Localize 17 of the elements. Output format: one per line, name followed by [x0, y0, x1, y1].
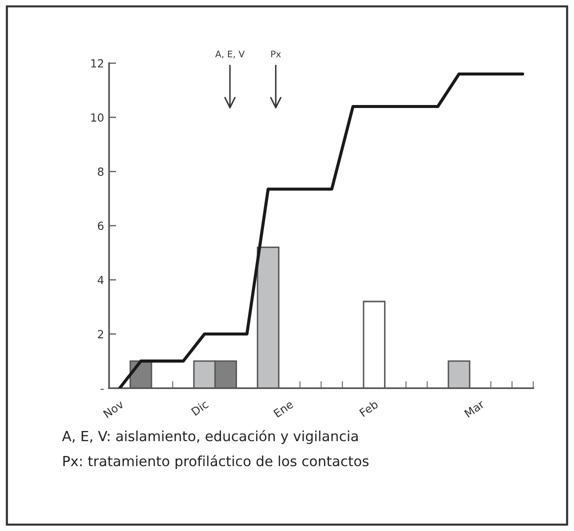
y-tick-label: 2 [98, 330, 104, 338]
text: Px [271, 50, 281, 58]
text: A, E, V [215, 50, 245, 58]
text: A, E, V: aislamiento, educación y vigilancia [62, 430, 358, 444]
y-tick-label: 4 [98, 276, 104, 284]
y-tick-label: 8 [98, 167, 104, 176]
text: Px: tratamiento profiláctico de los contactos [63, 455, 369, 469]
x-tick-label: Nov [102, 400, 124, 418]
y-tick-label: 10 [91, 113, 104, 122]
x-tick-label: Feb [358, 400, 379, 417]
y-tick-label: - [100, 388, 104, 390]
y-tick-label: 6 [98, 222, 104, 230]
x-tick-label: Dic [190, 400, 209, 416]
x-tick-label: Ene [273, 400, 294, 418]
y-tick-label: 12 [91, 59, 104, 68]
x-tick-label: Mar [464, 400, 486, 418]
line-series [118, 72, 524, 388]
